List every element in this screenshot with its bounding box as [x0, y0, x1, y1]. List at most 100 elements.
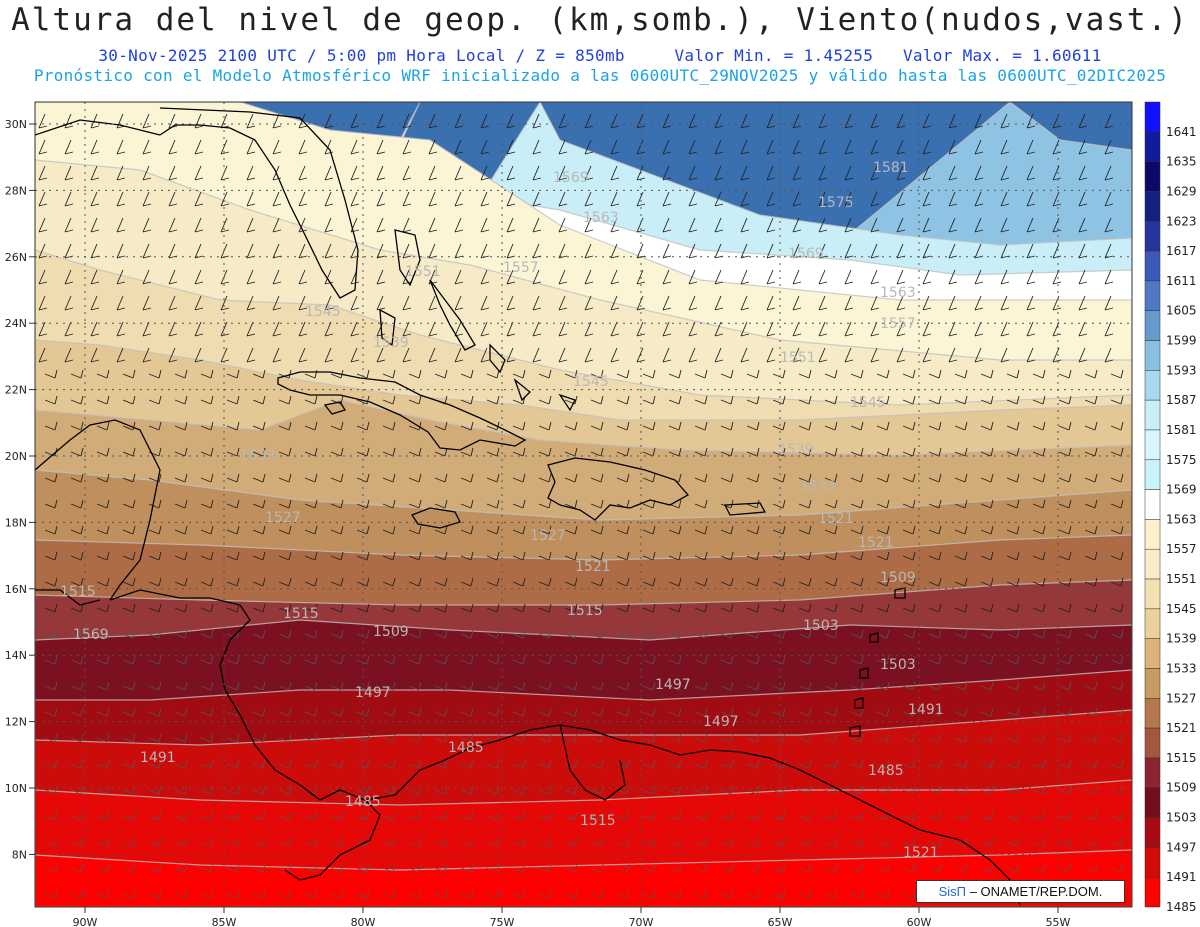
- wind-barb: [512, 577, 526, 587]
- wind-barb: [252, 395, 266, 405]
- wind-barb: [434, 577, 448, 587]
- wind-barb: [1110, 629, 1124, 639]
- wind-barb: [1110, 369, 1124, 379]
- contour-label: 1527: [530, 528, 566, 544]
- wind-barb: [324, 165, 334, 181]
- wind-barb: [824, 499, 838, 509]
- wind-barb: [954, 629, 968, 639]
- wind-barb: [740, 165, 750, 181]
- wind-barb: [90, 139, 100, 155]
- wind-barb: [850, 655, 864, 665]
- wind-barb: [148, 811, 162, 821]
- wind-barb: [798, 499, 812, 509]
- wind-barb: [798, 525, 812, 535]
- wind-barb: [1084, 811, 1098, 821]
- wind-barb: [272, 347, 282, 363]
- wind-barb: [642, 889, 656, 899]
- wind-barb: [194, 139, 204, 155]
- wind-barb: [876, 785, 890, 795]
- wind-barb: [278, 759, 292, 769]
- wind-barb: [772, 499, 786, 509]
- wind-barb: [226, 473, 240, 483]
- wind-barb: [818, 269, 828, 285]
- wind-barb: [642, 577, 656, 587]
- wind-barb: [720, 759, 734, 769]
- wind-barb: [512, 759, 526, 769]
- wind-barb: [902, 395, 916, 405]
- wind-barb: [642, 395, 656, 405]
- wind-barb: [252, 759, 266, 769]
- wind-barb: [70, 499, 84, 509]
- wind-barb: [590, 499, 604, 509]
- wind-barb: [766, 113, 776, 129]
- contour-label: 1551: [780, 350, 816, 366]
- wind-barb: [44, 629, 58, 639]
- wind-barb: [44, 499, 58, 509]
- wind-barb: [70, 551, 84, 561]
- wind-barb: [1110, 551, 1124, 561]
- wind-barb: [70, 837, 84, 847]
- wind-barb: [746, 369, 760, 379]
- wind-barb: [1058, 525, 1072, 535]
- lat-tick-label: 14N: [5, 649, 27, 662]
- wind-barb: [1110, 499, 1124, 509]
- colorbar-swatch: [1144, 280, 1161, 311]
- wind-barb: [824, 447, 838, 457]
- wind-barb: [408, 811, 422, 821]
- wind-barb: [1058, 655, 1072, 665]
- wind-barb: [590, 733, 604, 743]
- wind-barb: [454, 113, 464, 129]
- wind-barb: [1104, 191, 1114, 207]
- wind-barb: [824, 369, 838, 379]
- wind-barb: [44, 603, 58, 613]
- wind-barb: [668, 603, 682, 613]
- wind-barb: [1110, 577, 1124, 587]
- wind-barb: [1006, 369, 1020, 379]
- wind-barb: [122, 603, 136, 613]
- wind-barb: [772, 681, 786, 691]
- wind-barb: [896, 347, 906, 363]
- wind-barb: [564, 837, 578, 847]
- wind-barb: [512, 551, 526, 561]
- wind-barb: [798, 551, 812, 561]
- wind-barb: [720, 733, 734, 743]
- wind-barb: [148, 603, 162, 613]
- wind-barb: [876, 369, 890, 379]
- wind-barb: [356, 655, 370, 665]
- wind-barb: [330, 863, 344, 873]
- wind-barb: [564, 811, 578, 821]
- wind-barb: [454, 269, 464, 285]
- wind-barb: [460, 421, 474, 431]
- colorbar-label: 1509: [1166, 781, 1197, 795]
- wind-barb: [798, 863, 812, 873]
- wind-barb: [1006, 733, 1020, 743]
- wind-barb: [772, 525, 786, 535]
- wind-barb: [90, 321, 100, 337]
- wind-barb: [350, 347, 360, 363]
- wind-barb: [252, 889, 266, 899]
- wind-barb: [714, 113, 724, 129]
- wind-barb: [948, 269, 958, 285]
- wind-barb: [642, 681, 656, 691]
- wind-barb: [616, 785, 630, 795]
- wind-barb: [902, 369, 916, 379]
- wind-barb: [538, 395, 552, 405]
- wind-barb: [96, 889, 110, 899]
- wind-barb: [174, 603, 188, 613]
- wind-barb: [1026, 165, 1036, 181]
- wind-barb: [356, 551, 370, 561]
- wind-barb: [694, 421, 708, 431]
- wind-barb: [772, 863, 786, 873]
- wind-barb: [876, 551, 890, 561]
- wind-barb: [740, 217, 750, 233]
- wind-barb: [122, 681, 136, 691]
- lon-tick-label: 55W: [1046, 916, 1071, 927]
- lon-tick-label: 80W: [351, 916, 376, 927]
- wind-barb: [1006, 577, 1020, 587]
- wind-barb: [694, 681, 708, 691]
- wind-barb: [486, 811, 500, 821]
- wind-barb: [200, 629, 214, 639]
- wind-barb: [668, 629, 682, 639]
- wind-barb: [1058, 733, 1072, 743]
- wind-barb: [350, 217, 360, 233]
